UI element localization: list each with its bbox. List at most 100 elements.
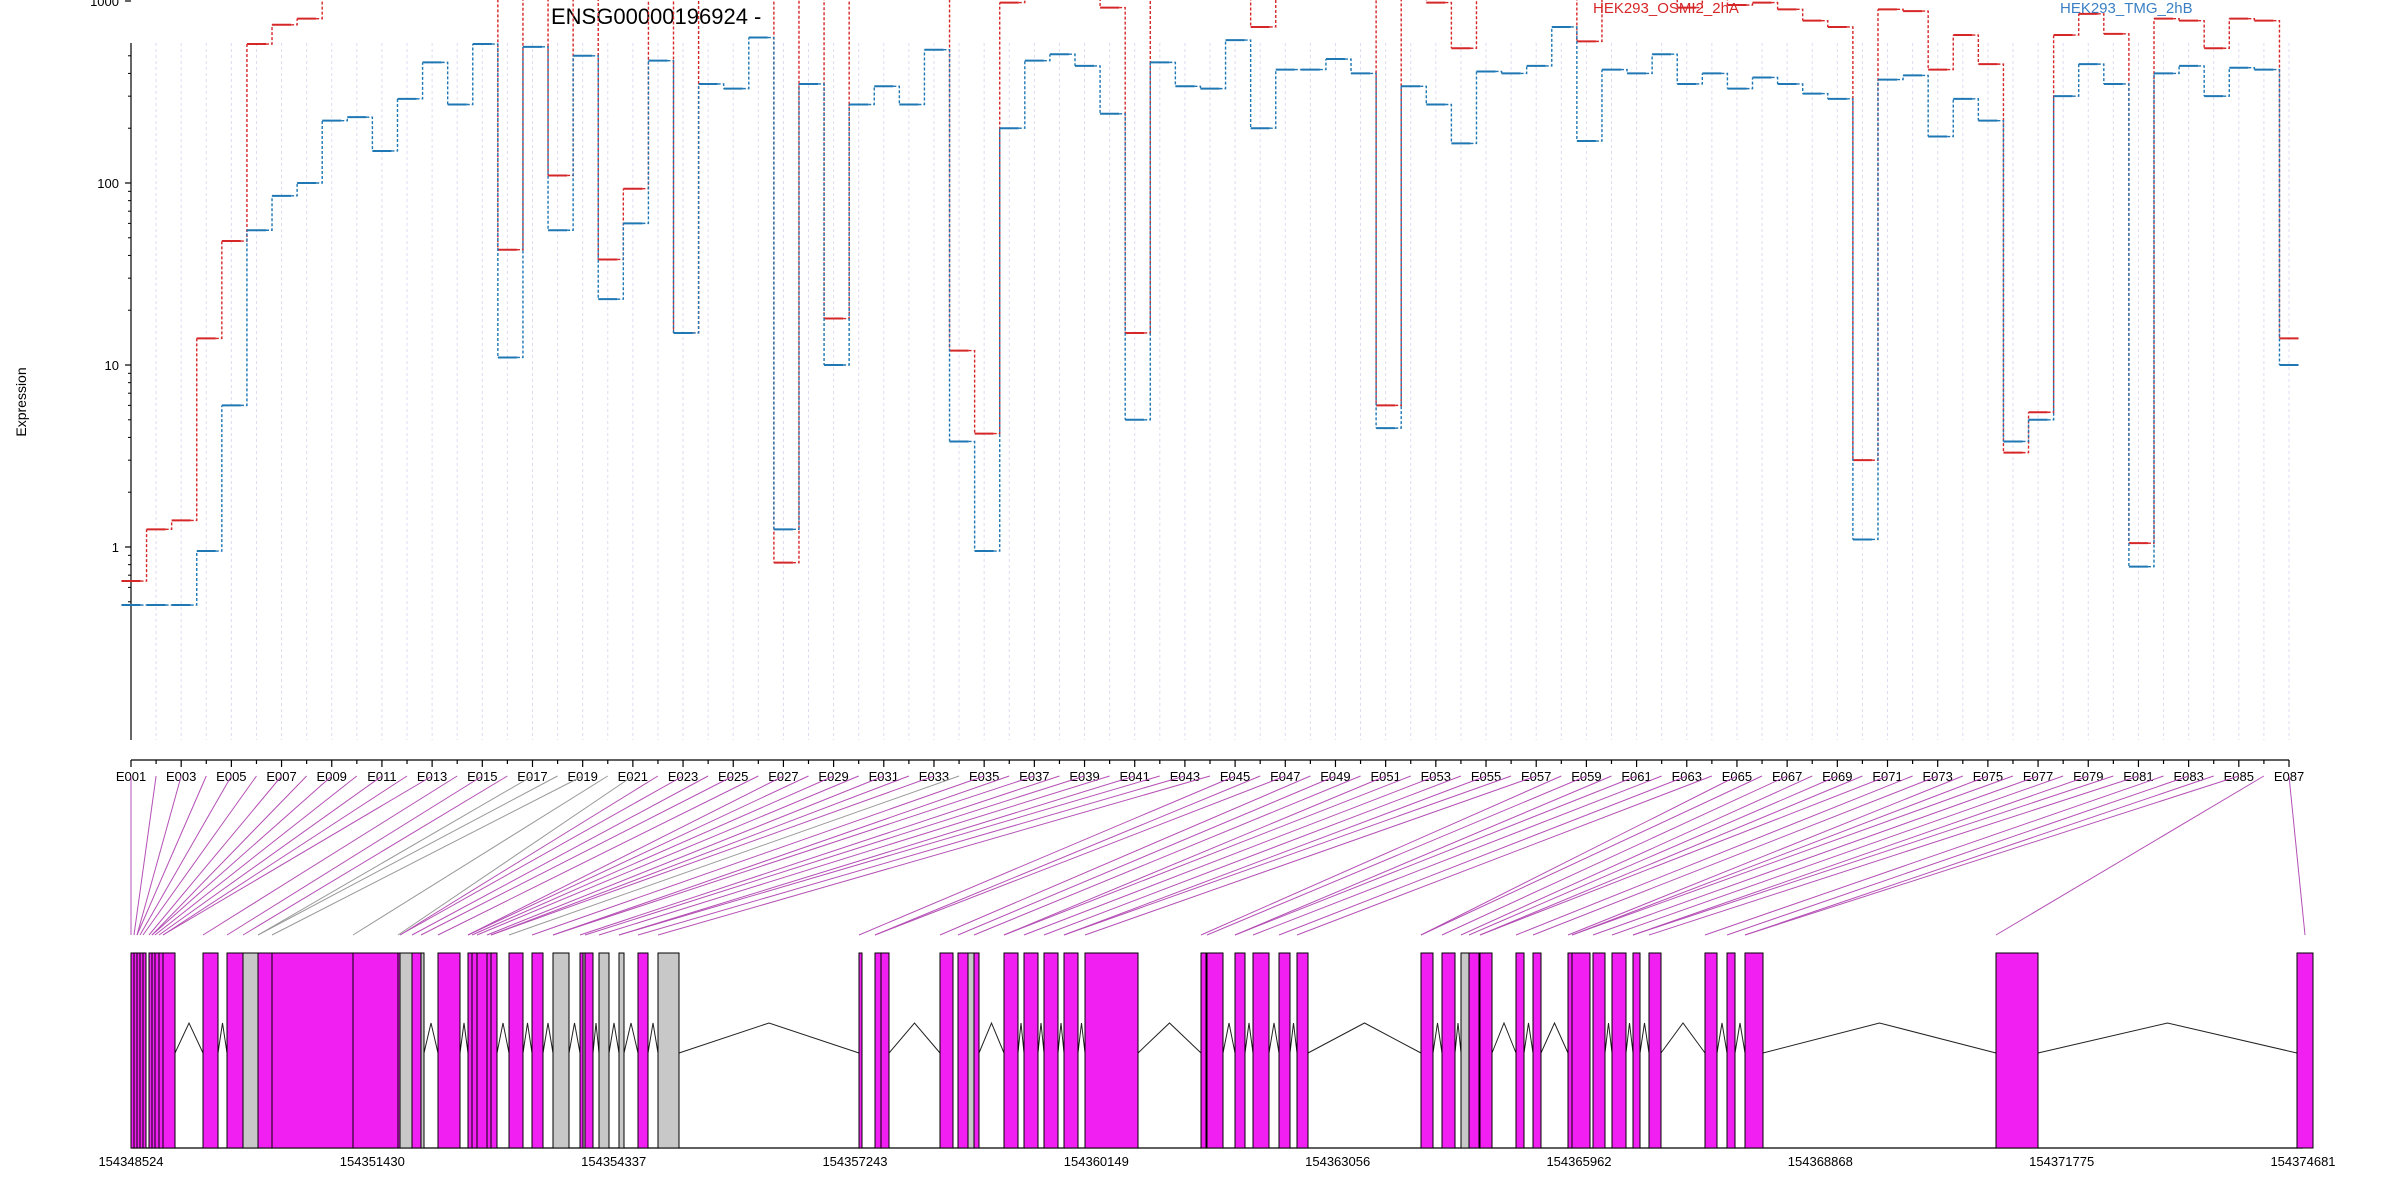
y-tick-label: 100 [97, 176, 119, 191]
intron-line [1716, 1022, 1728, 1054]
exon-connector [1296, 775, 1713, 936]
exon-connector [490, 775, 910, 936]
series-segment [542, 46, 549, 231]
series-segment [642, 60, 650, 225]
intron-line [623, 1022, 639, 1054]
series-segment [2122, 33, 2130, 544]
coordinate-label: 154363056 [1305, 1154, 1370, 1169]
series-segment [792, 83, 800, 531]
exon-box [158, 952, 164, 1149]
series-segment [843, 104, 850, 366]
exon-connector [1441, 775, 1788, 936]
series-segment [140, 529, 148, 582]
series-segment [1897, 8, 1904, 12]
intron-line [888, 1022, 941, 1054]
series-segment [2122, 83, 2130, 567]
series-segment [1846, 98, 1854, 540]
series-segment [2198, 19, 2205, 49]
intron-line [1762, 1022, 1997, 1054]
exon-connector [874, 775, 1261, 936]
exon-connector [1744, 775, 2214, 936]
exon-connector [1084, 775, 1537, 936]
exon-connector [1479, 775, 1863, 936]
series-segment [2022, 412, 2030, 454]
series-segment [1375, 0, 1377, 406]
series-segment [1420, 85, 1428, 105]
exon-box [552, 952, 570, 1149]
series-segment [1445, 103, 1453, 144]
series-segment [1796, 8, 1804, 21]
series-segment [2147, 18, 2155, 544]
intron-line [1222, 1022, 1236, 1054]
exon-box [1206, 952, 1224, 1149]
exon-connector [136, 775, 182, 936]
exon-connector [1460, 775, 1813, 936]
intron-line [1057, 1022, 1065, 1054]
series-segment [2097, 13, 2105, 34]
series-segment [968, 349, 976, 434]
series-segment [1871, 79, 1879, 541]
series-segment [1796, 83, 1804, 94]
series-segment [1018, 0, 1026, 4]
series-segment [1821, 92, 1829, 99]
exon-connector [1252, 775, 1662, 936]
exon-box [1995, 952, 2039, 1149]
series-segment [1671, 53, 1678, 84]
exon-box [154, 952, 160, 1149]
exon-connector [618, 775, 1135, 936]
series-segment [341, 117, 349, 122]
series-segment [1425, 0, 1428, 3]
intron-line [522, 1022, 533, 1054]
intron-line [423, 1022, 439, 1054]
series-segment [497, 0, 499, 250]
exon-connector [1648, 775, 2139, 936]
intron-line [1432, 1022, 1443, 1054]
intron-line [1244, 1022, 1254, 1054]
intron-line [1017, 1022, 1025, 1054]
exon-box [142, 952, 147, 1149]
series-segment [2173, 65, 2180, 75]
exon-box [1468, 952, 1480, 1149]
exon-box [618, 952, 625, 1149]
exon-connector [618, 775, 1160, 936]
intron-line [568, 1022, 581, 1054]
series-segment [1871, 9, 1879, 461]
exon-connector [1571, 775, 2014, 936]
series-segment [1746, 2, 1754, 6]
exon-connector [1611, 775, 2064, 936]
series-segment [1746, 77, 1754, 90]
series-segment [1099, 0, 1101, 8]
intron-line [1604, 1022, 1613, 1054]
series-segment [1846, 26, 1854, 461]
exon-box [1460, 952, 1470, 1149]
series-segment [1018, 60, 1026, 129]
series-segment [2273, 19, 2281, 339]
series-segment [2248, 17, 2256, 21]
intron-line [1523, 1022, 1534, 1054]
exon-connector [133, 775, 157, 936]
exon-connector [2288, 775, 2306, 936]
exon-box [584, 952, 594, 1149]
coordinate-label: 154374681 [2270, 1154, 2335, 1169]
exon-connector [1571, 775, 1989, 936]
exon-connector [437, 775, 759, 936]
exon-box [1567, 952, 1573, 1149]
series-segment [993, 128, 1001, 552]
series-segment [316, 0, 323, 20]
series-segment [1922, 74, 1929, 137]
series-segment [1249, 0, 1252, 27]
exon-connector [162, 775, 408, 936]
series-segment [1144, 62, 1151, 421]
exon-connector [257, 775, 558, 936]
exon-box [939, 952, 954, 1149]
intron-line [1289, 1022, 1298, 1054]
exon-connector [151, 775, 308, 936]
series-segment [1043, 54, 1051, 62]
series-segment [190, 338, 198, 522]
exon-connector [584, 775, 1085, 936]
y-axis-ticks: 1 10 100 1000 [90, 0, 131, 603]
series-segment [1370, 72, 1377, 429]
intron-line [678, 1022, 860, 1054]
intron-line [1077, 1022, 1086, 1054]
series-segment [1470, 0, 1478, 49]
